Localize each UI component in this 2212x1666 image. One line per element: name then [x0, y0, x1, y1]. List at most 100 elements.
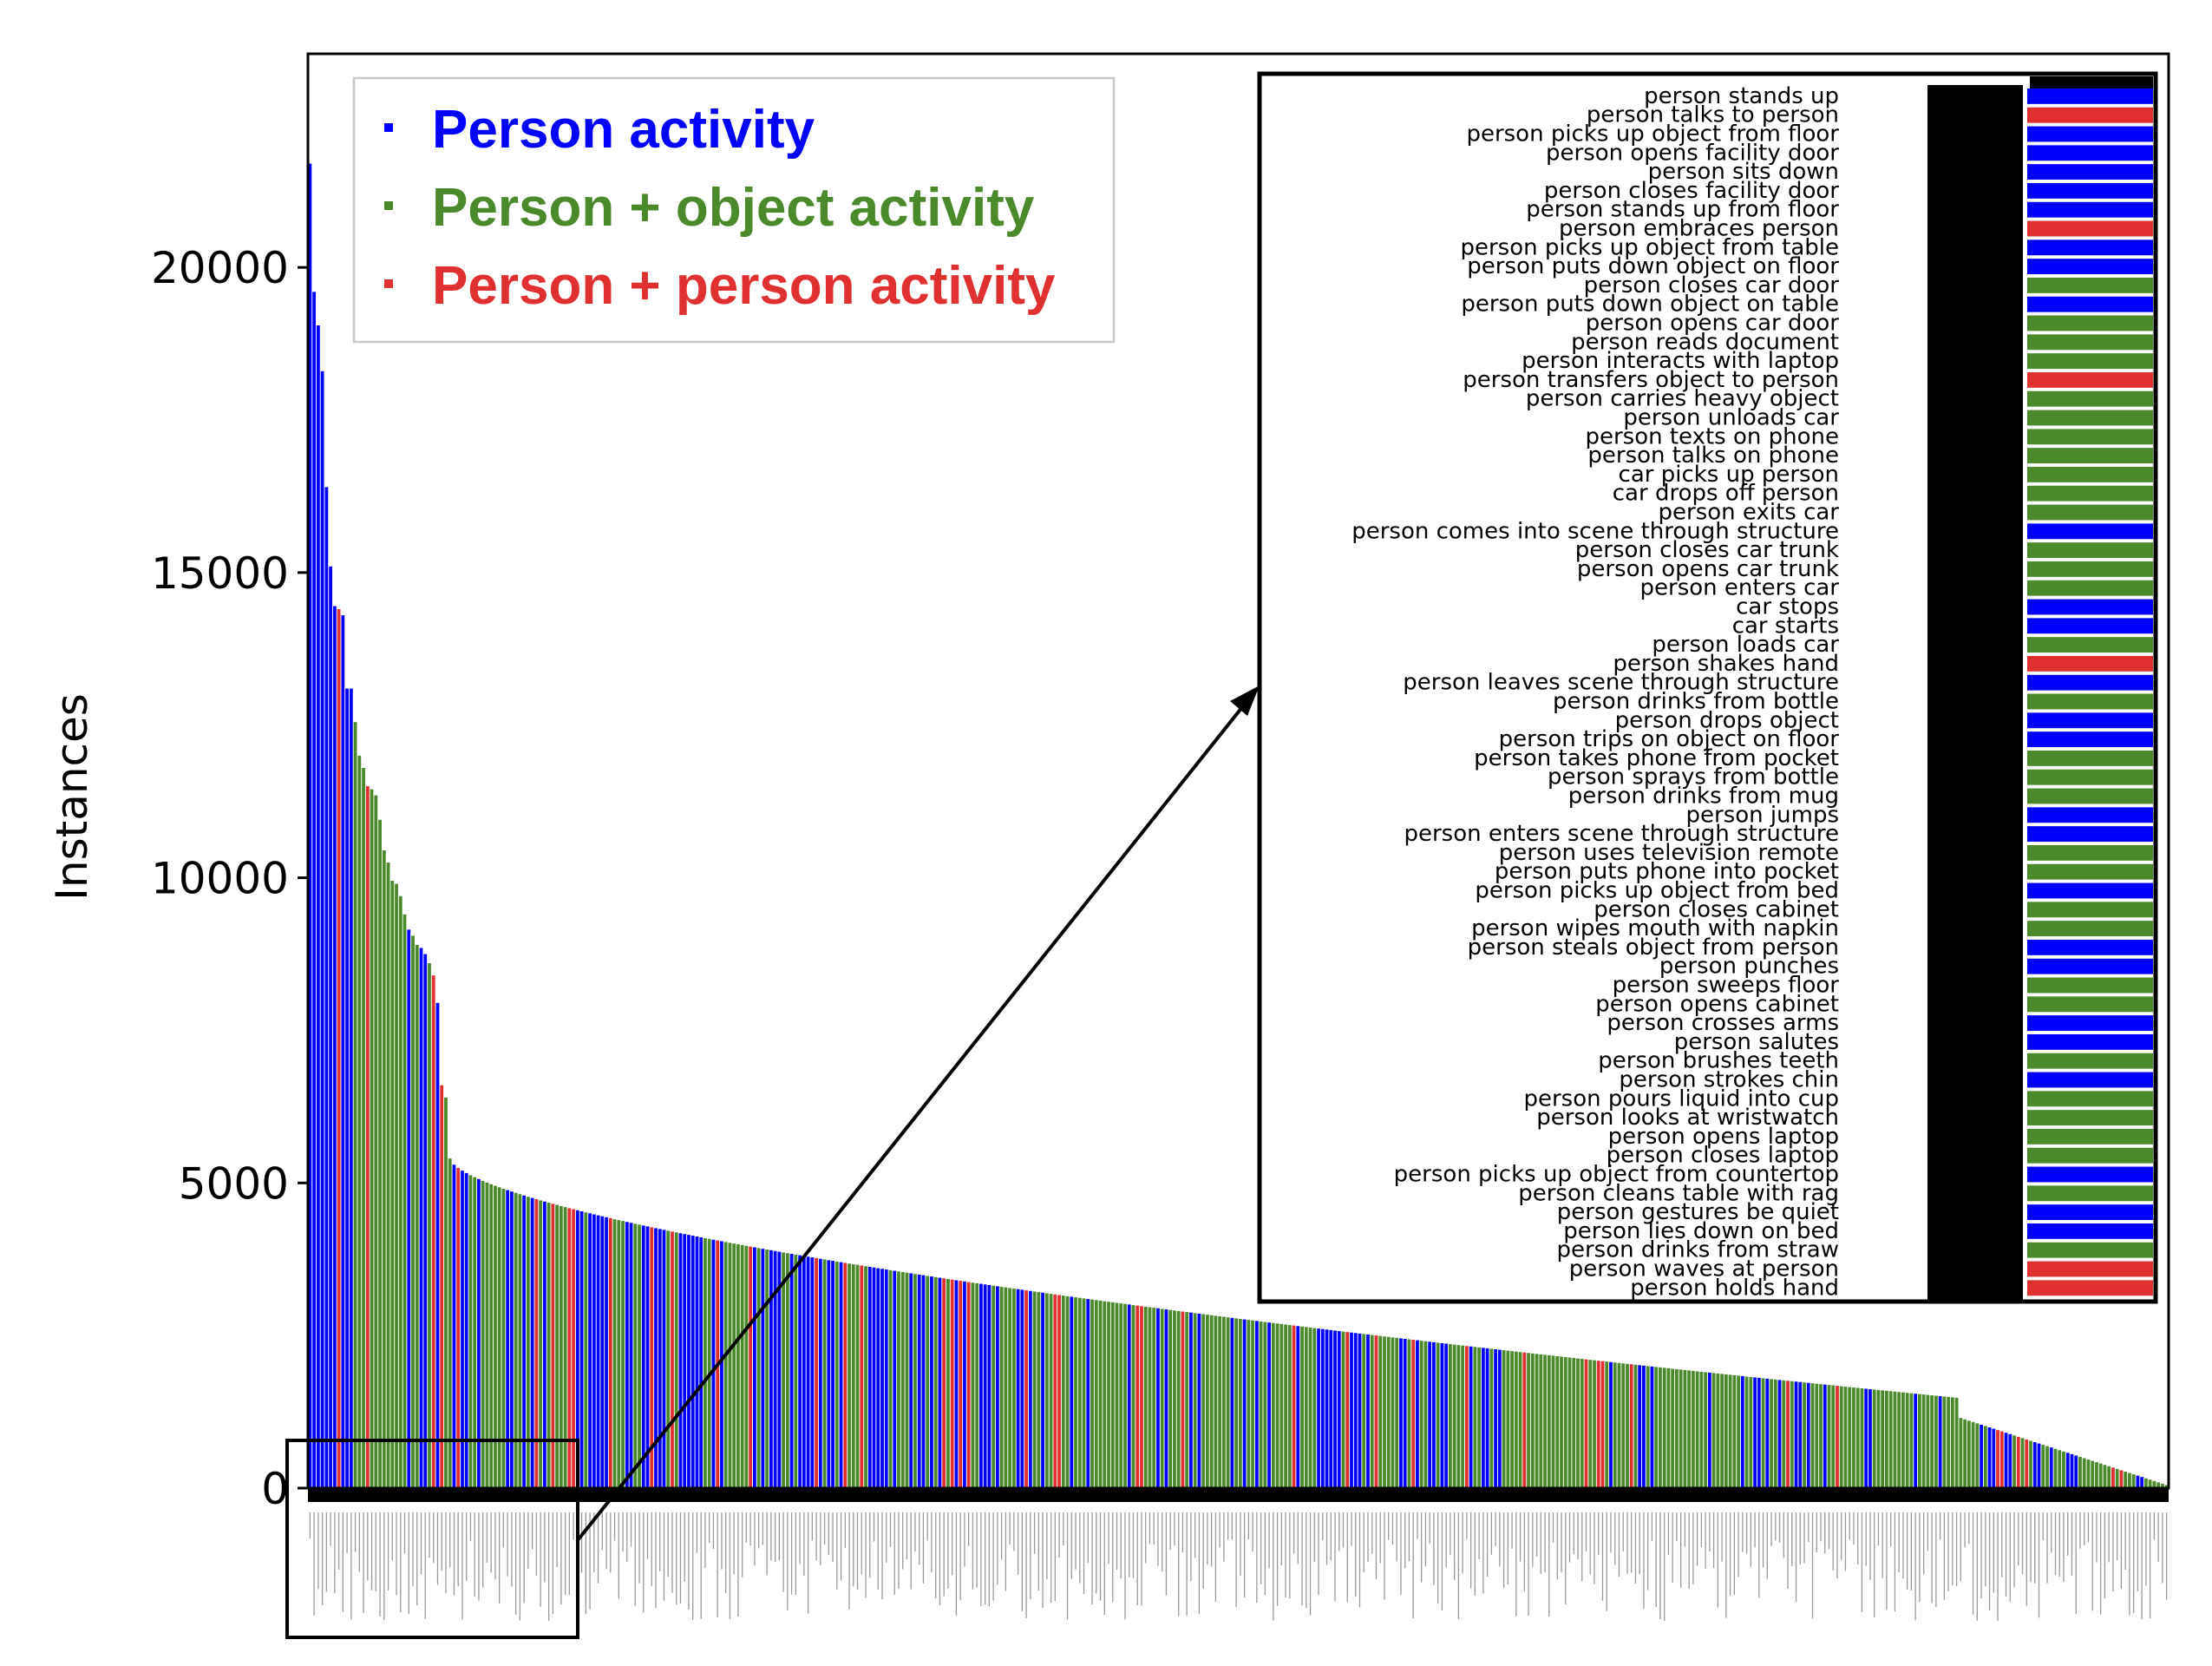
- bar: [1337, 1331, 1341, 1488]
- bar: [551, 1204, 555, 1488]
- bar: [1815, 1383, 1819, 1488]
- bar: [617, 1220, 621, 1488]
- bar: [2119, 1470, 2124, 1488]
- legend-label: Person + object activity: [432, 178, 1035, 238]
- inset-bar-label: person drinks from mug: [1568, 784, 1839, 810]
- bar: [1810, 1383, 1815, 1488]
- bar: [534, 1199, 539, 1488]
- inset-bar-label: person puts phone into pocket: [1495, 859, 1839, 885]
- legend-marker: [384, 201, 393, 210]
- bar: [1576, 1358, 1580, 1488]
- bar: [1267, 1322, 1271, 1488]
- bar: [312, 292, 317, 1489]
- bar: [1333, 1330, 1337, 1488]
- bar: [596, 1215, 600, 1488]
- bar: [1221, 1316, 1226, 1488]
- bar: [1284, 1324, 1287, 1488]
- bar: [834, 1261, 839, 1488]
- bar: [1732, 1374, 1737, 1488]
- bar: [1975, 1423, 1980, 1488]
- bar: [1613, 1362, 1617, 1488]
- bar: [1383, 1336, 1386, 1488]
- bar: [411, 935, 415, 1488]
- bar: [1819, 1384, 1823, 1488]
- bar: [1094, 1300, 1098, 1488]
- inset-bar: [2027, 769, 2153, 785]
- inset-bar: [2027, 182, 2153, 199]
- bar: [1181, 1311, 1185, 1488]
- bar: [2045, 1446, 2049, 1488]
- inset-bar: [2027, 561, 2153, 577]
- bar: [1444, 1343, 1449, 1488]
- bar: [2041, 1445, 2045, 1488]
- bar: [1477, 1347, 1482, 1488]
- bar: [810, 1257, 815, 1488]
- bar: [930, 1276, 933, 1488]
- bar: [386, 863, 390, 1488]
- bar: [1947, 1396, 1951, 1488]
- bar: [1584, 1359, 1588, 1488]
- bar: [485, 1182, 489, 1488]
- ytick-label: 15000: [151, 548, 289, 599]
- bar: [2091, 1460, 2095, 1488]
- ytick-label: 10000: [151, 854, 289, 904]
- inset-bar-label: person embraces person: [1559, 216, 1839, 242]
- bar: [876, 1268, 880, 1488]
- inset-bar-label: person sweeps floor: [1613, 973, 1840, 999]
- bar: [1082, 1298, 1086, 1488]
- inset-bar: [2027, 1053, 2153, 1069]
- inset-bar-label: person closes laptop: [1607, 1143, 1839, 1169]
- bar: [555, 1204, 560, 1488]
- bar: [506, 1190, 510, 1488]
- bar: [629, 1223, 633, 1488]
- bar: [1942, 1396, 1947, 1488]
- inset-bar-label: person brushes teeth: [1598, 1048, 1839, 1074]
- bar: [2070, 1453, 2074, 1488]
- inset-bar-label: person stands up: [1644, 83, 1839, 109]
- bar: [1711, 1373, 1716, 1488]
- bar: [1110, 1302, 1115, 1488]
- bar: [1464, 1346, 1469, 1488]
- bar: [1983, 1426, 1987, 1488]
- inset-bar: [2027, 353, 2153, 370]
- bar: [378, 819, 382, 1488]
- bar: [1131, 1305, 1135, 1488]
- bar: [1897, 1392, 1901, 1488]
- inset-bar: [2027, 958, 2153, 974]
- bar: [1609, 1361, 1613, 1488]
- bar: [662, 1230, 666, 1488]
- bar: [2082, 1458, 2086, 1488]
- bar: [815, 1257, 818, 1488]
- bar: [1777, 1380, 1782, 1488]
- bar: [435, 1002, 440, 1488]
- bar: [1650, 1366, 1654, 1488]
- bar: [1185, 1312, 1189, 1488]
- bar: [2074, 1455, 2078, 1488]
- inset-bar-label: person puts down object on table: [1461, 292, 1839, 318]
- bar: [1773, 1379, 1777, 1488]
- inset-bar-label: car starts: [1732, 613, 1839, 639]
- inset-bar-label: person opens car door: [1586, 311, 1840, 337]
- bar: [1461, 1345, 1465, 1488]
- inset-bar: [2027, 277, 2153, 293]
- inset-bar-label: person closes car door: [1584, 272, 1840, 298]
- inset-bar: [2027, 977, 2153, 994]
- bar: [522, 1195, 527, 1488]
- bar: [913, 1274, 917, 1488]
- bar: [332, 606, 337, 1488]
- inset-bar: [2027, 844, 2153, 861]
- inset-bar-label: car stops: [1736, 594, 1839, 620]
- inset-bar: [2027, 1033, 2153, 1050]
- bar: [1843, 1387, 1848, 1488]
- bar: [1551, 1355, 1555, 1488]
- bar: [1876, 1389, 1881, 1488]
- bar: [2062, 1451, 2065, 1488]
- bar: [1279, 1323, 1284, 1488]
- bar: [2152, 1480, 2156, 1488]
- bar: [1242, 1319, 1247, 1488]
- bar: [440, 1085, 444, 1488]
- inset-bar-label: person looks at wristwatch: [1536, 1105, 1839, 1131]
- bar: [1259, 1321, 1263, 1488]
- bar: [979, 1283, 983, 1488]
- bar: [1823, 1384, 1827, 1488]
